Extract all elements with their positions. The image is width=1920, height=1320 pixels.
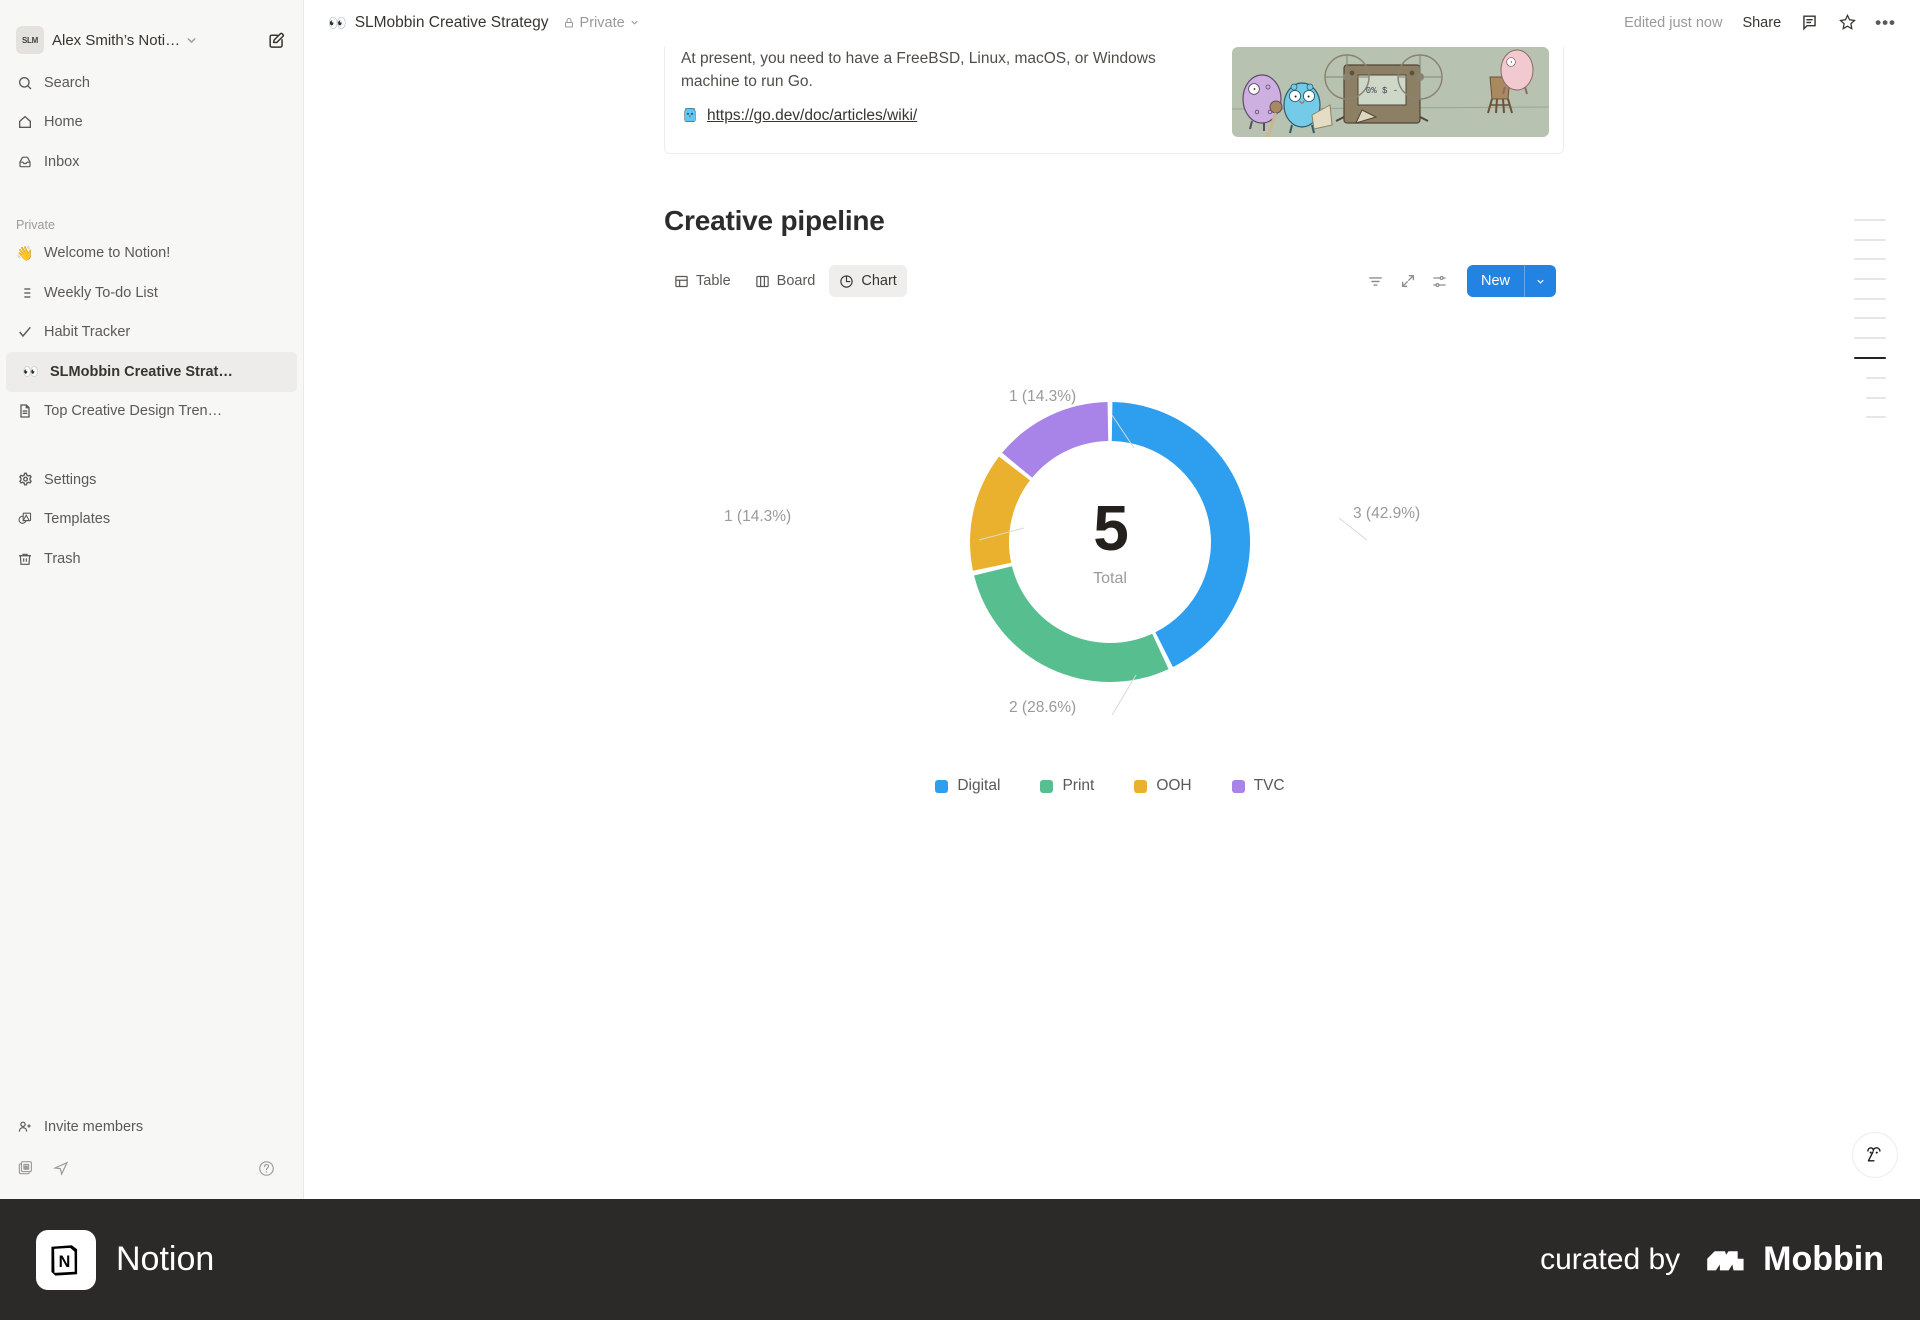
svg-text:N: N — [59, 1252, 71, 1270]
svg-text:0% $ -: 0% $ - — [1366, 86, 1398, 96]
svg-text:11: 11 — [24, 1165, 28, 1169]
